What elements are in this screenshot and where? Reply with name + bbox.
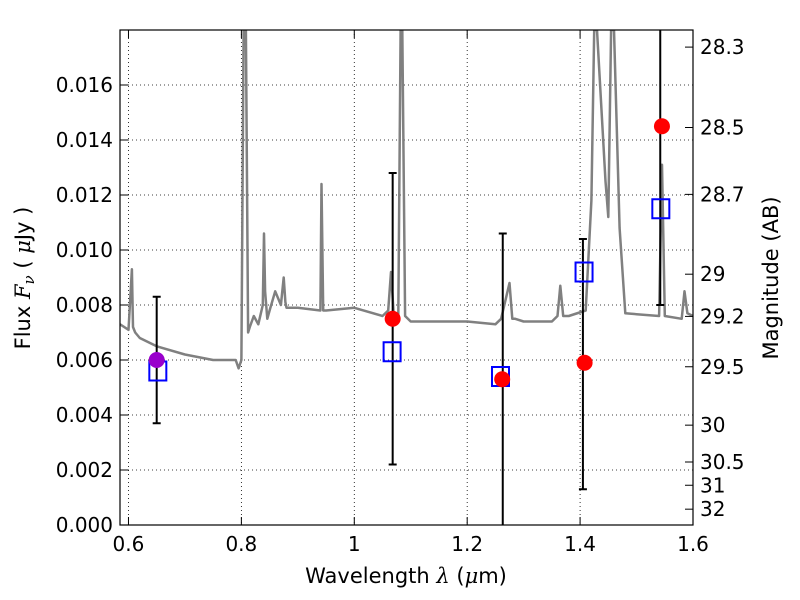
model-point-box <box>651 198 671 220</box>
plot-frame <box>119 29 694 526</box>
y-tick-label: 0.008 <box>56 293 113 317</box>
y2-axis-label: Magnitude (AB) <box>759 196 783 359</box>
data-marks <box>148 30 671 525</box>
y-tick-label: 0.000 <box>56 513 113 537</box>
magnitude-tick-label: 32 <box>700 497 725 521</box>
y-tick-label: 0.010 <box>56 238 113 262</box>
magnitude-tick-label: 30 <box>700 413 725 437</box>
x-tick-label: 0.6 <box>113 532 145 556</box>
y-axis-label: Flux Fν ( μJy ) <box>11 207 38 350</box>
magnitude-tick-label: 28.5 <box>700 116 745 140</box>
magnitude-tick-label: 28.7 <box>700 182 745 206</box>
y-tick-label: 0.004 <box>56 403 113 427</box>
y-tick-label: 0.012 <box>56 183 113 207</box>
model-point-box <box>574 261 594 283</box>
observed-point <box>576 354 593 371</box>
y-tick-label: 0.016 <box>56 73 113 97</box>
y-axis: 0.000 0.002 0.004 0.006 0.008 0.010 0.012 0.014… <box>56 73 128 537</box>
spectrum-line <box>120 30 693 370</box>
model-point-box <box>382 341 402 363</box>
magnitude-tick-label: 28.3 <box>700 35 745 59</box>
observed-point <box>653 118 670 135</box>
observed-point <box>494 371 511 388</box>
x-axis: 0.6 0.8 1 1.2 1.4 1.6 <box>113 30 709 556</box>
x-tick-label: 0.8 <box>225 532 257 556</box>
observed-point <box>384 310 401 327</box>
magnitude-tick-label: 29.2 <box>700 304 745 328</box>
highlight-point <box>148 352 165 368</box>
x-tick-label: 1 <box>348 532 361 556</box>
plot-area <box>120 30 693 370</box>
x-tick-label: 1.4 <box>564 532 596 556</box>
y-tick-label: 0.006 <box>56 348 113 372</box>
x-tick-label: 1.6 <box>677 532 709 556</box>
x-axis-label: Wavelength λ (μm) <box>305 564 507 588</box>
y-tick-label: 0.002 <box>56 458 113 482</box>
magnitude-tick-label: 30.5 <box>700 450 745 474</box>
x-tick-label: 1.2 <box>451 532 483 556</box>
magnitude-tick-label: 29.5 <box>700 355 745 379</box>
magnitude-tick-label: 31 <box>700 473 725 497</box>
magnitude-tick-label: 29 <box>700 262 725 286</box>
y-tick-label: 0.014 <box>56 128 113 152</box>
